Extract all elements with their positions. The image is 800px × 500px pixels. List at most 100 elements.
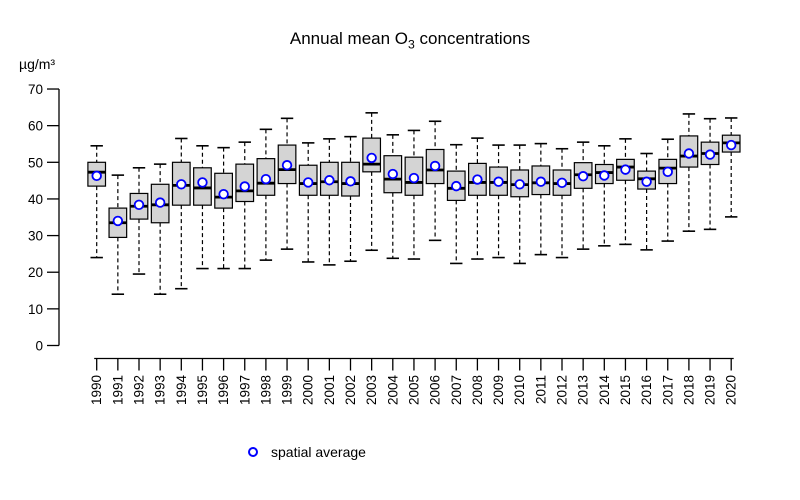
boxplot-1992 — [129, 166, 149, 275]
y-axis-tick-label: 60 — [28, 119, 43, 134]
mean-circle — [408, 172, 420, 184]
x-axis-tick-label: 1991 — [110, 375, 125, 405]
x-axis-tick-label: 2015 — [618, 375, 633, 405]
mean-circle — [514, 179, 525, 190]
boxplot-1996 — [214, 146, 234, 270]
y-axis-tick-label: 50 — [28, 155, 43, 170]
x-axis-tick-label: 1996 — [216, 375, 231, 405]
boxplot-1997 — [235, 141, 255, 270]
mean-circle — [662, 166, 673, 178]
x-axis-tick-label: 2010 — [512, 375, 527, 405]
boxplot-1990 — [87, 145, 107, 259]
boxplot-2015 — [616, 138, 635, 246]
mean-circle — [239, 181, 250, 192]
boxplot-2010 — [510, 144, 530, 265]
mean-circle — [599, 170, 610, 181]
mean-circle — [429, 160, 441, 172]
x-axis-tick-label: 2011 — [533, 375, 548, 404]
mean-circle — [133, 199, 145, 211]
x-axis-tick-label: 1992 — [132, 375, 147, 405]
x-axis-tick-label: 1998 — [258, 375, 273, 405]
mean-circle — [556, 177, 568, 189]
mean-circle — [281, 160, 293, 171]
mean-circle — [726, 139, 737, 151]
x-axis-tick-label: 2004 — [385, 375, 400, 406]
boxplot-2018 — [679, 113, 699, 232]
boxplot-2006 — [425, 120, 445, 242]
boxplot-2011 — [531, 142, 551, 256]
mean-circle — [620, 164, 631, 175]
x-axis-tick-label: 2002 — [343, 375, 358, 405]
boxplot-2001 — [319, 138, 339, 266]
x-axis-tick-label: 2000 — [301, 375, 316, 405]
mean-circle — [472, 174, 483, 185]
x-axis-tick-label: 1994 — [174, 375, 189, 406]
mean-circle — [387, 168, 399, 180]
mean-circle — [218, 188, 229, 200]
x-axis-tick-label: 1999 — [280, 375, 295, 405]
x-axis-tick-label: 2003 — [364, 375, 379, 405]
y-axis-tick-label: 40 — [28, 192, 43, 207]
boxplot-2017 — [658, 138, 678, 242]
boxplot-2009 — [489, 144, 508, 259]
legend-open-circle-icon — [248, 447, 258, 457]
boxplot-1995 — [193, 145, 212, 270]
boxplot-2014 — [594, 145, 614, 247]
y-axis-tick-label: 30 — [28, 229, 43, 244]
chart-title-suffix: concentrations — [414, 29, 531, 48]
mean-circle — [535, 176, 547, 187]
boxplot-2016 — [637, 152, 656, 251]
x-axis-tick-label: 1993 — [153, 375, 168, 405]
boxplot-1993 — [150, 163, 170, 296]
chart-title-subscript: 3 — [408, 37, 415, 52]
mean-circle — [303, 177, 314, 188]
mean-circle — [493, 176, 504, 187]
x-axis-tick-label: 2008 — [470, 375, 485, 405]
x-axis-tick-label: 1997 — [237, 375, 252, 405]
boxplot-1994 — [171, 137, 191, 290]
x-axis-tick-label: 2005 — [406, 375, 421, 405]
mean-circle — [704, 149, 716, 160]
x-axis-tick-label: 2009 — [491, 375, 506, 405]
boxplot-2005 — [404, 129, 424, 260]
x-axis-tick-label: 2013 — [576, 375, 591, 405]
y-axis-unit-label: µg/m³ — [19, 56, 56, 72]
boxplot-2003 — [362, 112, 382, 252]
x-axis-tick-label: 2016 — [639, 375, 654, 405]
x-axis-tick-label: 2020 — [724, 375, 739, 405]
mean-circle — [260, 173, 272, 185]
mean-circle — [683, 148, 695, 159]
x-axis-tick-label: 1990 — [89, 375, 104, 405]
boxplot-2019 — [700, 117, 720, 231]
boxplot-1991 — [108, 174, 128, 296]
boxplot-2004 — [383, 134, 403, 260]
chart-title-prefix: Annual mean O — [289, 29, 409, 48]
y-axis-tick-label: 0 — [35, 339, 43, 354]
boxplot-2000 — [298, 142, 318, 263]
x-axis-tick-label: 2019 — [703, 375, 718, 405]
mean-circle — [641, 176, 652, 187]
mean-circle — [324, 175, 335, 186]
mean-circle — [154, 197, 166, 208]
mean-circle — [577, 171, 589, 182]
x-axis-tick-label: 2012 — [555, 375, 570, 405]
boxplot-2007 — [446, 143, 466, 265]
y-axis-tick-label: 20 — [28, 265, 43, 280]
boxplot-2008 — [468, 137, 487, 260]
boxplot-2002 — [341, 135, 360, 263]
mean-circle — [366, 152, 377, 164]
mean-circle — [176, 179, 187, 190]
mean-circle — [345, 176, 356, 187]
x-axis-tick-label: 2001 — [322, 375, 337, 405]
y-axis-tick-label: 70 — [28, 82, 43, 97]
boxplot-2020 — [721, 117, 741, 218]
y-axis-tick-label: 10 — [28, 302, 43, 317]
boxplot-1998 — [256, 128, 276, 261]
x-axis-tick-label: 2017 — [660, 375, 675, 405]
legend: spatial average — [248, 444, 366, 460]
boxplot-2012 — [552, 147, 572, 259]
x-axis-tick-label: 2007 — [449, 375, 464, 405]
boxplot-2013 — [573, 141, 593, 250]
